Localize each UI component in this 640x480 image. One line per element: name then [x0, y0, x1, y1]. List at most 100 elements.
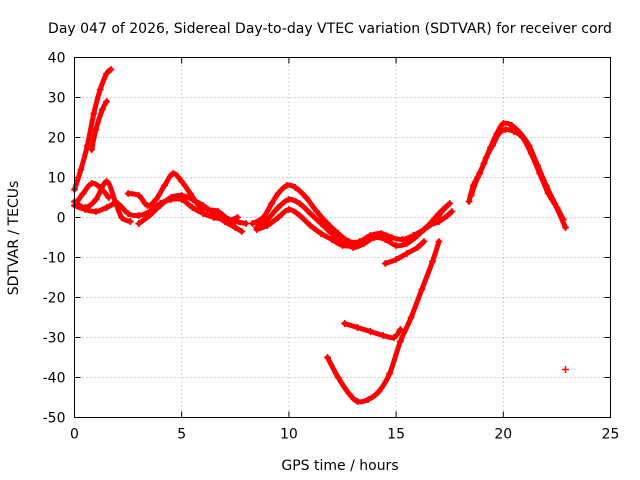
x-tick-label: 20: [494, 427, 512, 443]
data-point-track-h: [248, 220, 256, 227]
data-point-track-a: [96, 86, 104, 93]
data-point-track-a: [103, 70, 111, 77]
data-point-track-l: [424, 222, 432, 229]
data-point-track-a: [83, 142, 91, 149]
data-point-track-e: [135, 212, 143, 219]
data-point-track-n: [407, 314, 415, 321]
x-tick-label: 15: [387, 427, 405, 443]
data-point-outlier: [561, 366, 569, 373]
data-point-track-h: [323, 220, 331, 227]
y-tick-label: 40: [48, 51, 66, 67]
data-point-track-i: [441, 204, 449, 211]
data-point-track-m: [341, 320, 349, 327]
data-point-track-n: [345, 390, 353, 397]
data-point-track-j: [263, 222, 271, 229]
series-track-o: [466, 126, 566, 222]
data-point-track-m: [396, 326, 404, 333]
data-point-track-i: [392, 242, 400, 249]
data-point-track-p: [561, 224, 569, 231]
data-point-track-i: [263, 216, 271, 223]
data-point-track-j: [328, 236, 336, 243]
data-point-track-b: [103, 98, 111, 105]
series-track-m: [342, 321, 403, 341]
data-point-track-f: [143, 202, 151, 209]
data-point-track-p: [525, 142, 533, 149]
series-track-l: [425, 209, 455, 228]
data-point-track-i: [296, 200, 304, 207]
data-point-track-n: [396, 338, 404, 345]
data-point-track-k: [392, 256, 400, 263]
data-point-track-c: [79, 190, 87, 197]
data-point-track-n: [334, 374, 342, 381]
data-point-track-e: [81, 206, 89, 213]
data-point-track-p: [508, 122, 516, 129]
data-point-track-m: [366, 328, 374, 335]
data-point-track-h: [399, 236, 407, 243]
data-point-track-f: [152, 196, 160, 203]
data-point-track-g: [146, 212, 154, 219]
data-point-track-b: [92, 126, 100, 133]
data-point-track-i: [381, 236, 389, 243]
data-point-track-n: [323, 354, 331, 361]
data-point-track-j: [285, 206, 293, 213]
plot-frame: [74, 57, 611, 418]
y-tick-label: 0: [57, 211, 66, 227]
data-point-track-j: [356, 240, 364, 247]
data-point-track-d: [92, 196, 100, 203]
data-point-track-i: [274, 204, 282, 211]
data-point-track-j: [349, 242, 357, 249]
data-point-track-b: [88, 146, 96, 153]
y-tick-label: -40: [43, 371, 66, 387]
grid: [74, 57, 611, 418]
data-point-track-n: [418, 286, 426, 293]
data-point-track-d: [103, 178, 111, 185]
axis-ticks: 0 5 10 15 20 25 -50 -40 -30 -20 -10 0 10 20 30 40: [43, 51, 620, 443]
data-point-track-p: [474, 174, 482, 181]
y-tick-label: -10: [43, 251, 66, 267]
y-tick-label: 20: [48, 131, 66, 147]
data-point-track-i: [371, 234, 379, 241]
data-point-track-p: [480, 160, 488, 167]
data-point-track-n: [375, 388, 383, 395]
data-point-track-m: [379, 332, 387, 339]
data-point-track-p: [542, 182, 550, 189]
data-point-track-g: [188, 196, 196, 203]
data-point-track-g: [221, 218, 229, 225]
y-axis-label: SDTVAR / TECUs: [6, 181, 22, 296]
data-point-track-i: [403, 240, 411, 247]
series-track-p: [468, 120, 568, 230]
data-point-track-l: [435, 218, 443, 225]
data-point-track-g: [167, 194, 175, 201]
data-point-track-i: [306, 210, 314, 217]
series-track-n: [325, 239, 442, 405]
data-point-track-e: [92, 208, 100, 215]
x-axis-label: GPS time / hours: [281, 458, 398, 474]
data-point-track-n: [364, 396, 372, 403]
data-point-track-j: [306, 222, 314, 229]
data-point-track-h: [446, 200, 454, 207]
data-point-track-n: [354, 398, 362, 405]
data-point-track-f: [169, 170, 177, 177]
y-tick-label: 10: [48, 171, 66, 187]
series-layer: [71, 66, 569, 405]
data-point-track-p: [486, 144, 494, 151]
data-point-track-k: [420, 238, 428, 245]
y-tick-label: -30: [43, 331, 66, 347]
data-point-track-g: [238, 228, 246, 235]
data-point-track-n: [386, 370, 394, 377]
data-point-track-p: [551, 200, 559, 207]
data-point-track-h: [388, 234, 396, 241]
data-point-track-o: [465, 198, 473, 205]
data-point-track-j: [296, 212, 304, 219]
data-point-track-h: [302, 194, 310, 201]
data-point-track-f: [233, 214, 241, 221]
x-tick-label: 5: [177, 427, 186, 443]
chart-title: Day 047 of 2026, Sidereal Day-to-day VTE…: [48, 21, 612, 37]
data-point-track-e: [242, 220, 250, 227]
data-point-track-j: [274, 214, 282, 221]
data-point-track-j: [253, 226, 261, 233]
data-point-track-p: [467, 192, 475, 199]
data-point-track-n: [429, 258, 437, 265]
data-point-track-l: [444, 212, 452, 219]
data-point-track-k: [381, 260, 389, 267]
